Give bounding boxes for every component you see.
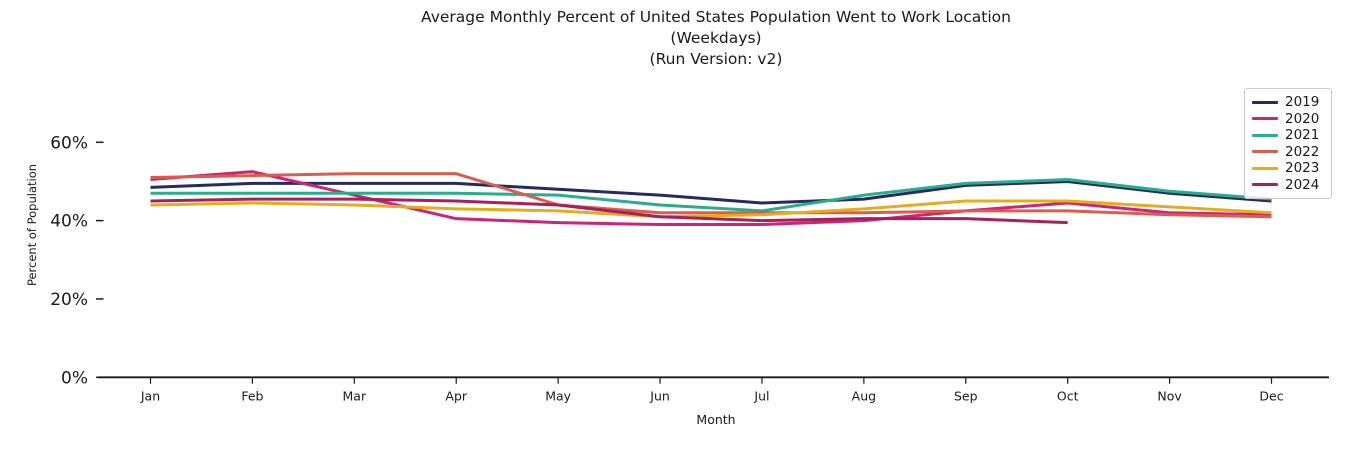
title-line-2: (Weekdays): [670, 29, 762, 47]
y-tick-label: 60%: [50, 133, 88, 153]
legend-label: 2020: [1285, 110, 1320, 127]
legend-label: 2023: [1285, 160, 1320, 177]
title-line-1: Average Monthly Percent of United States…: [421, 8, 1011, 26]
chart-title: Average Monthly Percent of United States…: [100, 7, 1332, 70]
x-tick-label: Mar: [343, 388, 367, 403]
legend-item-2019: 2019: [1252, 95, 1324, 109]
legend-item-2022: 2022: [1252, 145, 1324, 159]
legend-swatch-2020: [1252, 117, 1278, 121]
legend-label: 2019: [1285, 94, 1320, 110]
legend-item-2023: 2023: [1252, 161, 1324, 175]
legend-swatch-2021: [1252, 133, 1278, 137]
series-line-2020: [150, 170, 1272, 227]
x-tick-label: Jul: [753, 388, 769, 403]
legend-item-2021: 2021: [1252, 128, 1324, 142]
x-tick-label: Oct: [1057, 388, 1079, 403]
x-tick-label: Jun: [649, 388, 670, 403]
legend-item-2024: 2024: [1252, 178, 1324, 192]
legend-label: 2022: [1285, 143, 1320, 160]
title-line-3: (Run Version: v2): [649, 50, 783, 68]
legend-label: 2021: [1285, 127, 1320, 144]
series-line-2023: [150, 199, 1272, 219]
x-tick-label: Feb: [241, 388, 263, 403]
x-tick-label: Aug: [852, 388, 876, 403]
series-line-2021: [150, 178, 1272, 213]
legend-swatch-2019: [1252, 100, 1278, 104]
series-line-2019: [150, 179, 1272, 205]
y-tick-label: 0%: [61, 368, 88, 388]
legend-swatch-2023: [1252, 166, 1278, 170]
y-tick-label: 20%: [50, 290, 88, 310]
x-tick-label: Apr: [445, 388, 467, 403]
legend-item-2020: 2020: [1252, 112, 1324, 126]
x-tick-label: May: [545, 388, 571, 403]
x-tick-label: Jan: [140, 388, 160, 403]
legend-swatch-2024: [1252, 183, 1278, 187]
x-axis-label: Month: [696, 412, 736, 427]
x-tick-label: Sep: [954, 388, 978, 403]
series-line-2022: [150, 172, 1272, 219]
legend-swatch-2022: [1252, 150, 1278, 154]
x-tick-label: Nov: [1157, 388, 1182, 403]
legend: 2019 2020 2021 2022 2023 2024: [1244, 88, 1332, 199]
y-tick-label: 40%: [50, 212, 88, 232]
x-tick-label: Dec: [1259, 388, 1283, 403]
series-line-2024: [150, 197, 1068, 225]
legend-label: 2024: [1285, 176, 1320, 193]
